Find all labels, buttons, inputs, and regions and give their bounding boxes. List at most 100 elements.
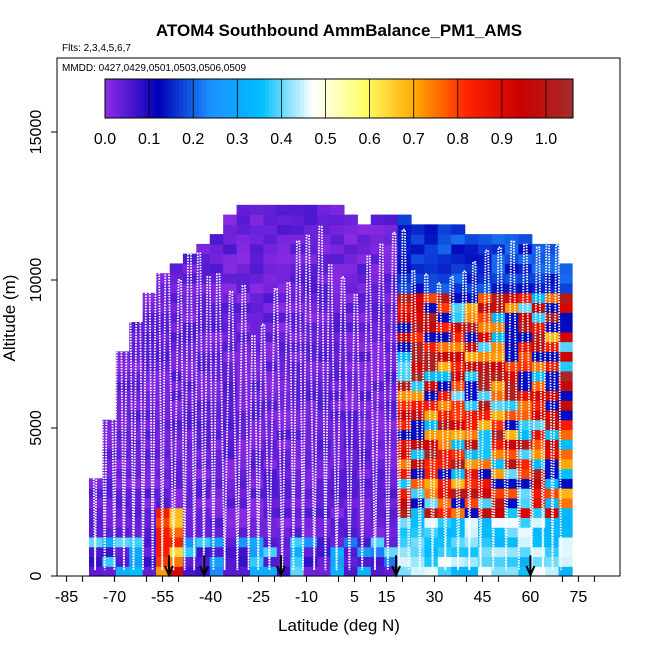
heatmap-cell [169, 556, 184, 567]
heatmap-cell [343, 224, 358, 235]
colorbar-swatch [428, 79, 434, 118]
colorbar-swatch [175, 79, 180, 118]
heatmap-cell [357, 488, 372, 499]
heatmap-cell [250, 380, 265, 392]
colorbar-swatch [420, 79, 426, 118]
colorbar-swatch [346, 79, 352, 118]
colorbar-swatch [374, 79, 379, 118]
heatmap-cell [384, 497, 399, 509]
heatmap-cell [411, 536, 426, 548]
heatmap-cell [531, 292, 546, 304]
heatmap-cell [250, 282, 265, 294]
heatmap-cell [276, 556, 291, 567]
colorbar-swatch [311, 79, 317, 118]
heatmap-cell [250, 322, 265, 333]
heatmap-cell [397, 458, 412, 470]
heatmap-cell [250, 214, 265, 225]
heatmap-cell [290, 234, 305, 245]
heatmap-cell [424, 263, 439, 274]
heatmap-cell [545, 273, 560, 284]
colorbar-swatch [335, 79, 340, 118]
heatmap-cell [424, 312, 439, 323]
heatmap-cell [464, 380, 479, 392]
heatmap-cell [142, 429, 157, 440]
heatmap-cell [169, 400, 184, 411]
heatmap-cell [437, 312, 452, 323]
heatmap-cell [290, 400, 305, 411]
heatmap-cell [451, 292, 466, 304]
heatmap-cell [209, 546, 224, 558]
heatmap-cell [236, 370, 251, 382]
heatmap-cell [384, 478, 399, 489]
heatmap-cell [397, 214, 412, 225]
heatmap-cell [169, 468, 184, 479]
heatmap-cell [504, 409, 519, 421]
heatmap-cell [317, 390, 332, 401]
heatmap-cell [370, 253, 385, 265]
colorbar-swatch [206, 79, 211, 118]
heatmap-cell [357, 556, 372, 567]
heatmap-cell [531, 556, 546, 567]
heatmap-cell [209, 263, 224, 274]
heatmap-cell [558, 429, 573, 440]
heatmap-cell [531, 361, 546, 372]
heatmap-cell [504, 556, 519, 567]
heatmap-cell [357, 243, 372, 255]
heatmap-cell [303, 380, 318, 392]
colorbar-swatch [471, 79, 476, 118]
heatmap-cell [437, 390, 452, 401]
heatmap-cell [451, 351, 466, 362]
colorbar-swatch [463, 79, 469, 118]
heatmap-cell [303, 439, 318, 450]
heatmap-cell [424, 566, 439, 577]
heatmap-cell [411, 390, 426, 401]
flights-label: Flts: 2,3,4,5,6,7 [62, 43, 131, 54]
heatmap-cell [357, 419, 372, 431]
heatmap-cell [478, 556, 493, 567]
heatmap-cell [236, 527, 251, 538]
heatmap-cell [518, 488, 533, 499]
heatmap-cell [464, 302, 479, 313]
heatmap-cell [169, 380, 184, 392]
heatmap-cell [263, 409, 278, 421]
heatmap-cell [169, 322, 184, 333]
heatmap-cell [196, 468, 211, 479]
heatmap-cell [156, 302, 171, 313]
heatmap-cell [169, 546, 184, 558]
heatmap-cell [303, 468, 318, 479]
heatmap-cell [317, 361, 332, 372]
heatmap-cell [397, 292, 412, 304]
heatmap-cell [424, 488, 439, 499]
heatmap-cell [196, 263, 211, 274]
colorbar-swatch [424, 79, 430, 118]
heatmap-cell [518, 497, 533, 509]
ground-marker-arrow [199, 565, 210, 578]
heatmap-cell [437, 351, 452, 362]
colorbar-swatch [198, 79, 203, 118]
heatmap-cell [209, 468, 224, 479]
heatmap-cell [478, 341, 493, 352]
heatmap-cell [558, 331, 573, 343]
heatmap-cell [317, 517, 332, 528]
heatmap-cell [209, 322, 224, 333]
heatmap-cell [411, 556, 426, 567]
heatmap-cell [236, 517, 251, 528]
heatmap-cell [545, 419, 560, 431]
heatmap-cell [102, 556, 117, 567]
heatmap-cell [196, 312, 211, 323]
heatmap-cell [236, 302, 251, 313]
heatmap-cell [276, 351, 291, 362]
heatmap-cell [290, 243, 305, 255]
heatmap-cell [397, 546, 412, 558]
heatmap-cell [343, 312, 358, 323]
heatmap-cell [370, 468, 385, 479]
heatmap-cell [209, 517, 224, 528]
heatmap-cell [129, 497, 144, 509]
colorbar-swatch [171, 79, 176, 118]
heatmap-cell [263, 331, 278, 343]
heatmap-cell [102, 429, 117, 440]
heatmap-cell [102, 507, 117, 518]
heatmap-cell [330, 370, 345, 382]
heatmap-cell [518, 243, 533, 255]
heatmap-cell [223, 380, 238, 392]
